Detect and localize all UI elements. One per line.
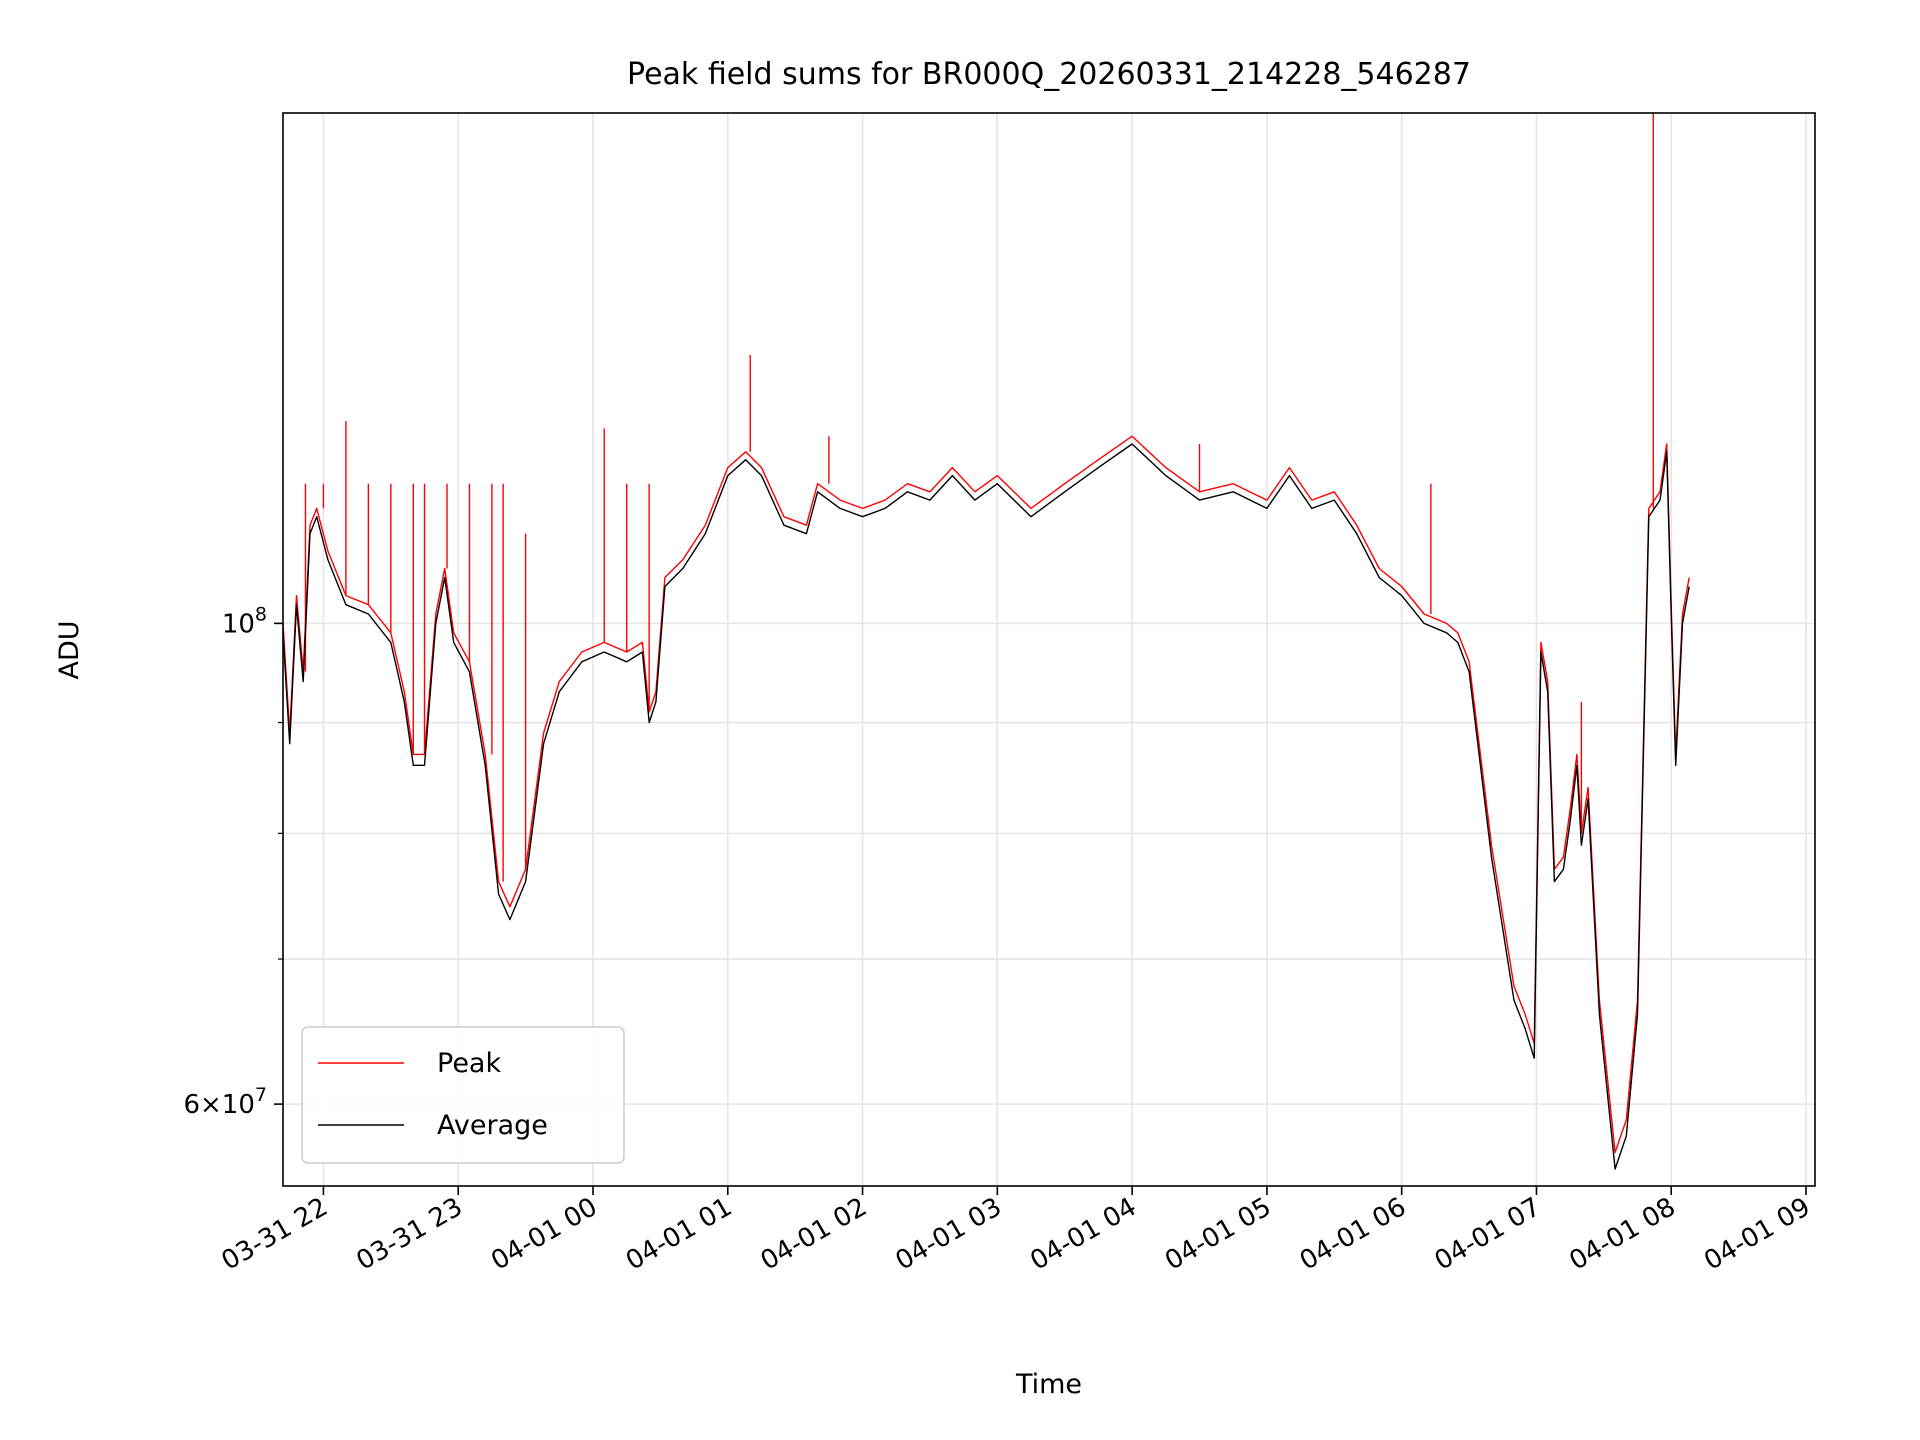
plot-frame	[282, 112, 1816, 1187]
series-average-line	[282, 443, 1690, 1170]
legend-peak-label: Peak	[437, 1048, 501, 1079]
chart-title: Peak field sums for BR000Q_20260331_2142…	[627, 57, 1471, 92]
legend-box	[301, 1026, 625, 1164]
y-tick-label: 6×107	[183, 1084, 267, 1120]
legend: Peak Average	[301, 1026, 625, 1164]
series-layer	[282, 113, 1690, 1170]
x-axis-label: Time	[1015, 1369, 1082, 1400]
legend-average-label: Average	[437, 1110, 548, 1141]
grid	[283, 113, 1815, 1186]
y-axis-label: ADU	[54, 620, 85, 679]
plot-area	[283, 113, 1815, 1186]
series-peak-line	[282, 435, 1690, 1154]
